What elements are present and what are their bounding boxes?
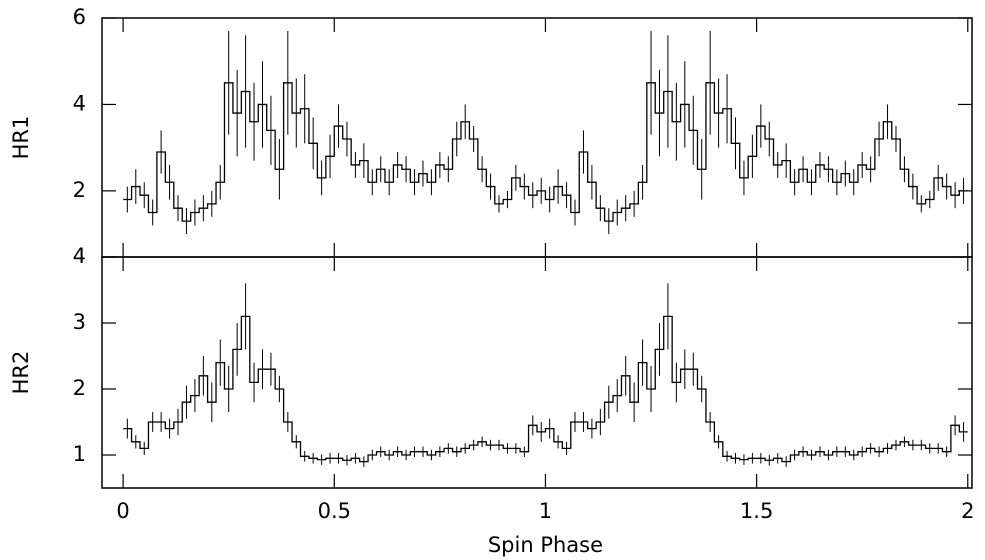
plot-frame [101,17,973,258]
x-tick-label: 1 [539,499,552,523]
y-tick-label: 4 [73,244,86,268]
x-tick-label: 0 [116,499,129,523]
y-tick-label: 6 [73,5,86,29]
y-tick-label: 1 [73,442,86,466]
y-tick-label: 4 [73,91,86,115]
y-tick-label: 2 [73,376,86,400]
x-tick-label: 0.5 [318,499,351,523]
y-axis-label: HR1 [9,116,33,160]
x-tick-label: 2 [961,499,974,523]
y-tick-label: 2 [73,178,86,202]
x-tick-label: 1.5 [740,499,773,523]
step-line [123,315,968,463]
y-tick-label: 3 [73,310,86,334]
plot-frame [101,256,973,489]
y-axis-label: HR2 [9,351,33,395]
step-line [123,82,968,222]
x-axis-label: Spin Phase [488,533,603,557]
